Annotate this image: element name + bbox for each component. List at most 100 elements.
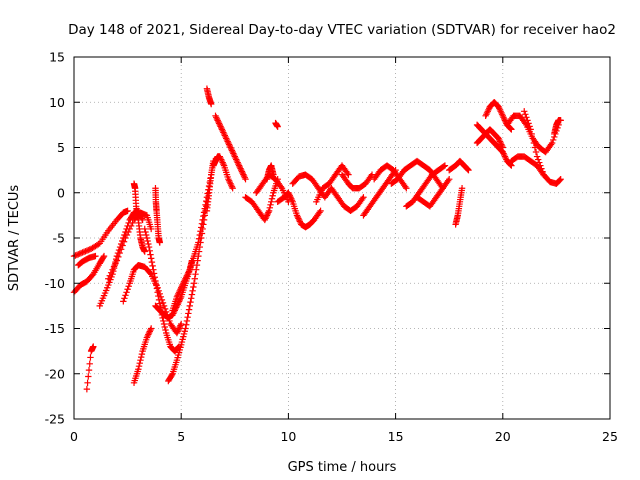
data-point: [159, 299, 167, 307]
data-point: [86, 360, 93, 367]
data-point: [458, 185, 466, 192]
series-arc-38: [508, 153, 547, 178]
data-point: [100, 252, 108, 260]
data-point: [498, 142, 506, 150]
data-point: [109, 266, 116, 273]
data-point: [188, 291, 196, 298]
data-point: [146, 247, 153, 255]
series-arc-26: [328, 185, 367, 215]
x-axis-label: GPS time / hours: [288, 460, 397, 475]
data-point: [531, 144, 539, 151]
data-point: [175, 298, 183, 305]
data-point: [199, 216, 206, 224]
data-point: [79, 249, 86, 256]
data-point: [175, 290, 182, 298]
data-point: [215, 118, 222, 126]
data-point: [548, 139, 556, 147]
data-point: [82, 248, 89, 255]
data-point: [200, 212, 207, 220]
data-point: [556, 177, 563, 184]
data-point: [499, 112, 506, 120]
data-point: [173, 302, 181, 310]
data-point: [501, 153, 509, 160]
data-point: [119, 242, 126, 249]
series-arc-11: [152, 185, 163, 246]
data-point: [214, 117, 221, 124]
data-point: [444, 177, 452, 184]
data-point: [111, 261, 118, 269]
data-point: [229, 148, 236, 156]
series-arc-16: [210, 153, 236, 192]
series-arc-19: [242, 175, 281, 224]
data-point: [269, 192, 276, 199]
data-point: [484, 108, 491, 115]
data-point: [85, 373, 92, 380]
data-point: [495, 103, 502, 110]
data-point: [105, 275, 112, 282]
data-point: [217, 154, 224, 162]
data-point: [556, 176, 564, 184]
data-point: [522, 111, 529, 118]
data-point: [147, 225, 155, 233]
data-point: [532, 148, 540, 156]
series-arc-41: [551, 117, 564, 138]
data-point: [230, 150, 237, 157]
data-point: [286, 192, 294, 199]
data-point: [143, 334, 151, 341]
data-point: [288, 195, 295, 202]
grid: [74, 57, 610, 419]
data-point: [359, 195, 366, 202]
data-point: [521, 108, 528, 115]
data-point: [496, 106, 504, 113]
data-point: [344, 169, 351, 177]
data-point: [76, 250, 83, 257]
data-point: [506, 160, 514, 168]
data-point: [223, 135, 230, 142]
x-tick-label: 0: [70, 429, 78, 444]
data-point: [225, 141, 233, 148]
data-point: [160, 320, 168, 328]
data-point: [266, 204, 274, 212]
data-point: [345, 171, 352, 178]
data-marks: [70, 85, 564, 393]
data-point: [182, 325, 189, 332]
data-point: [151, 274, 158, 281]
data-point: [285, 189, 292, 196]
data-point: [538, 165, 545, 172]
y-tick-label: 5: [57, 140, 65, 155]
data-point: [185, 306, 193, 313]
data-point: [497, 108, 504, 115]
data-point: [440, 163, 448, 170]
data-point: [557, 117, 564, 124]
data-point: [183, 317, 191, 325]
data-point: [296, 218, 304, 225]
data-point: [156, 300, 163, 307]
data-point: [274, 123, 281, 130]
data-point: [174, 301, 181, 308]
data-point: [125, 283, 132, 290]
data-point: [236, 163, 244, 171]
data-point: [135, 363, 143, 370]
data-point: [231, 153, 238, 160]
data-point: [150, 266, 157, 273]
data-point: [189, 287, 196, 294]
data-point: [107, 269, 115, 276]
data-point: [218, 124, 225, 132]
data-point: [141, 248, 148, 255]
data-point: [270, 171, 277, 178]
data-point: [367, 172, 375, 180]
data-point: [161, 323, 168, 331]
data-point: [501, 117, 509, 124]
series-arc-03: [75, 252, 99, 269]
data-point: [285, 191, 293, 198]
data-point: [177, 295, 184, 302]
data-point: [232, 154, 239, 162]
data-point: [465, 166, 472, 174]
series-arc-33: [446, 157, 472, 174]
data-point: [123, 289, 130, 296]
data-point: [526, 123, 533, 130]
data-point: [483, 109, 491, 117]
data-point: [222, 133, 229, 141]
data-point: [186, 302, 193, 310]
data-point: [77, 249, 85, 257]
